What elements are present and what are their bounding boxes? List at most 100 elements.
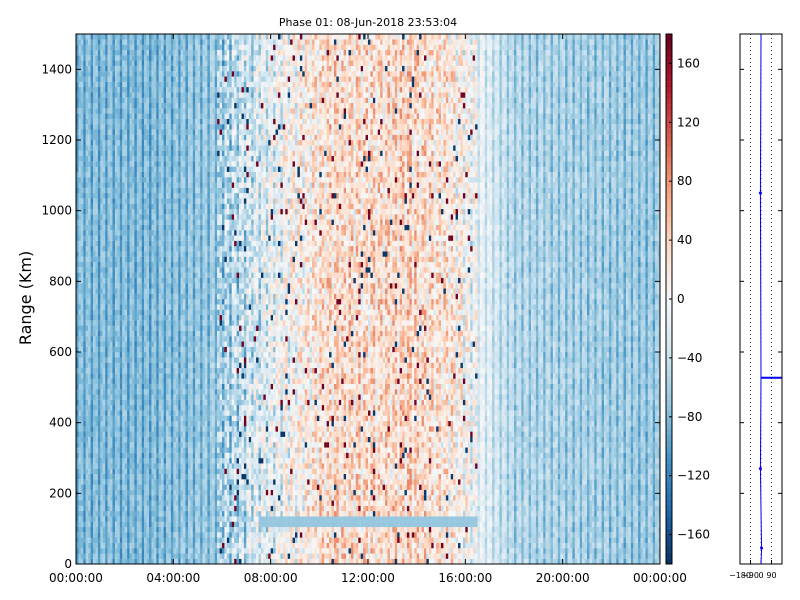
heatmap-cell	[115, 108, 118, 113]
heatmap-cell	[95, 432, 98, 437]
heatmap-cell	[95, 304, 98, 309]
heatmap-cell	[120, 527, 123, 532]
heatmap-cell	[110, 251, 113, 256]
heatmap-cell	[117, 103, 120, 108]
heatmap-cell	[100, 188, 103, 193]
heatmap-cell	[98, 416, 101, 421]
heatmap-cell	[115, 45, 118, 50]
heatmap-cell	[93, 299, 96, 304]
heatmap-cell	[93, 193, 96, 198]
heatmap-cell	[83, 61, 86, 66]
heatmap-cell	[95, 50, 98, 55]
heatmap-cell	[115, 156, 118, 161]
heatmap-cell	[98, 405, 101, 410]
heatmap-cell	[78, 548, 81, 553]
heatmap-cell	[110, 479, 113, 484]
heatmap-cell	[86, 129, 89, 134]
heatmap-cell	[113, 548, 116, 553]
heatmap-cell	[117, 66, 120, 71]
heatmap-cell	[95, 447, 98, 452]
heatmap-cell	[117, 124, 120, 129]
heatmap-cell	[81, 522, 84, 527]
heatmap-cell	[86, 235, 89, 240]
heatmap-cell	[88, 384, 91, 389]
heatmap-cell	[122, 50, 125, 55]
heatmap-cell	[91, 66, 94, 71]
heatmap-cell	[113, 288, 116, 293]
heatmap-cell	[100, 548, 103, 553]
heatmap-cell	[108, 474, 111, 479]
heatmap-cell	[110, 294, 113, 299]
heatmap-cell	[113, 379, 116, 384]
heatmap-cell	[83, 251, 86, 256]
heatmap-cell	[81, 394, 84, 399]
heatmap-cell	[105, 405, 108, 410]
heatmap-cell	[115, 532, 118, 537]
heatmap-cell	[98, 400, 101, 405]
heatmap-cell	[93, 410, 96, 415]
heatmap-cell	[95, 151, 98, 156]
heatmap-cell	[110, 257, 113, 262]
heatmap-cell	[110, 235, 113, 240]
heatmap-cell	[91, 71, 94, 76]
heatmap-cell	[120, 66, 123, 71]
heatmap-cell	[98, 140, 101, 145]
heatmap-cell	[95, 273, 98, 278]
heatmap-cell	[122, 92, 125, 97]
heatmap-cell	[95, 458, 98, 463]
heatmap-cell	[108, 230, 111, 235]
heatmap-cell	[83, 299, 86, 304]
heatmap-cell	[98, 363, 101, 368]
heatmap-cell	[125, 379, 128, 384]
heatmap-cell	[91, 140, 94, 145]
heatmap-cell	[105, 129, 108, 134]
heatmap-cell	[91, 336, 94, 341]
heatmap-cell	[100, 511, 103, 516]
heatmap-cell	[83, 331, 86, 336]
heatmap-cell	[86, 543, 89, 548]
heatmap-cell	[115, 341, 118, 346]
heatmap-cell	[88, 347, 91, 352]
heatmap-cell	[81, 315, 84, 320]
heatmap-cell	[120, 177, 123, 182]
heatmap-cell	[122, 140, 125, 145]
heatmap-cell	[100, 485, 103, 490]
heatmap-cell	[113, 182, 116, 187]
heatmap-cell	[88, 315, 91, 320]
heatmap-cell	[103, 198, 106, 203]
heatmap-cell	[98, 368, 101, 373]
heatmap-cell	[103, 341, 106, 346]
heatmap-cell	[115, 389, 118, 394]
heatmap-cell	[122, 416, 125, 421]
heatmap-cell	[98, 421, 101, 426]
heatmap-cell	[125, 405, 128, 410]
heatmap-cell	[108, 140, 111, 145]
heatmap-cell	[95, 76, 98, 81]
heatmap-cell	[117, 294, 120, 299]
heatmap-cell	[86, 61, 89, 66]
heatmap-cell	[81, 432, 84, 437]
heatmap-cell	[83, 389, 86, 394]
heatmap-cell	[103, 442, 106, 447]
heatmap-cell	[115, 167, 118, 172]
heatmap-cell	[108, 559, 111, 564]
heatmap-cell	[83, 114, 86, 119]
heatmap-cell	[81, 485, 84, 490]
heatmap-cell	[108, 447, 111, 452]
heatmap-cell	[105, 214, 108, 219]
heatmap-cell	[122, 167, 125, 172]
heatmap-cell	[81, 119, 84, 124]
heatmap-cell	[117, 426, 120, 431]
heatmap-cell	[93, 172, 96, 177]
heatmap-cell	[83, 204, 86, 209]
heatmap-cell	[122, 45, 125, 50]
heatmap-cell	[100, 394, 103, 399]
heatmap-cell	[98, 198, 101, 203]
heatmap-cell	[81, 347, 84, 352]
heatmap-cell	[91, 182, 94, 187]
heatmap-cell	[105, 251, 108, 256]
heatmap-cell	[78, 246, 81, 251]
heatmap-cell	[125, 384, 128, 389]
heatmap-cell	[120, 463, 123, 468]
heatmap-cell	[83, 490, 86, 495]
